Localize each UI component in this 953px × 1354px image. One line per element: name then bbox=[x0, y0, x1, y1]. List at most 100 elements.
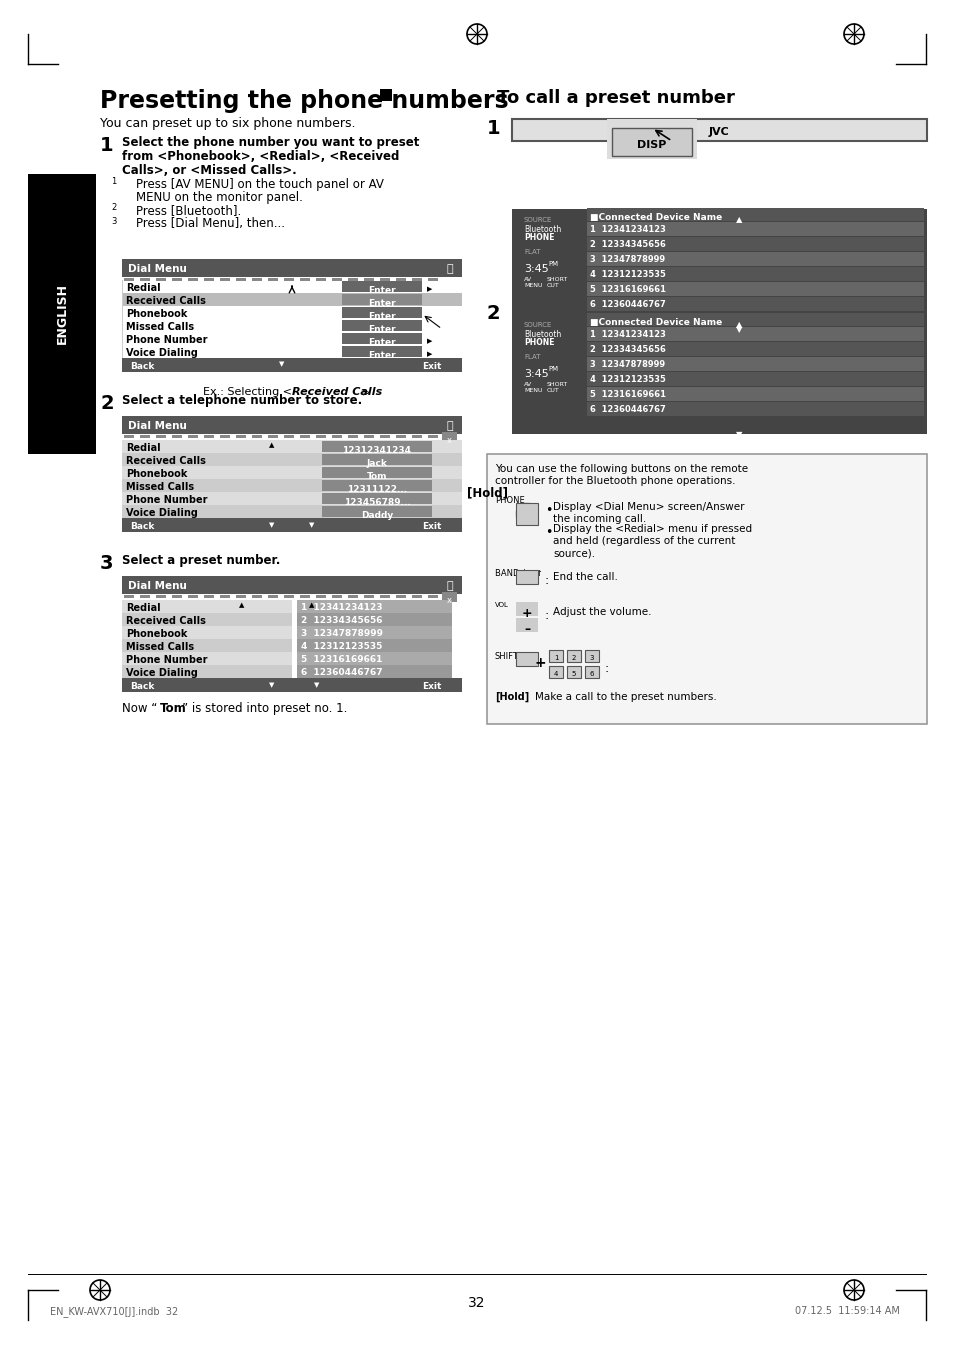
Bar bbox=[441, 592, 456, 603]
Bar bbox=[172, 278, 182, 282]
Bar bbox=[296, 665, 452, 678]
Text: 4: 4 bbox=[554, 672, 558, 677]
Text: FLAT: FLAT bbox=[523, 249, 540, 255]
Bar bbox=[284, 278, 294, 282]
Bar bbox=[188, 278, 198, 282]
Bar bbox=[364, 594, 374, 598]
Text: Enter: Enter bbox=[368, 286, 395, 295]
Text: Phone Number: Phone Number bbox=[126, 655, 208, 665]
Bar bbox=[412, 435, 421, 437]
Bar bbox=[341, 347, 421, 357]
Bar bbox=[586, 328, 923, 341]
Text: +: + bbox=[521, 607, 532, 620]
Bar bbox=[122, 345, 123, 357]
Text: ▼: ▼ bbox=[309, 523, 314, 528]
Text: 32: 32 bbox=[468, 1296, 485, 1311]
Bar bbox=[412, 594, 421, 598]
Bar bbox=[252, 435, 262, 437]
Text: 2: 2 bbox=[112, 203, 116, 213]
Text: Press [AV MENU] on the touch panel or AV: Press [AV MENU] on the touch panel or AV bbox=[136, 177, 383, 191]
Text: Redial: Redial bbox=[126, 603, 160, 613]
Bar bbox=[156, 435, 166, 437]
Bar bbox=[284, 594, 294, 598]
Text: Dial Menu: Dial Menu bbox=[128, 581, 187, 590]
Text: 5  12316169661: 5 12316169661 bbox=[301, 655, 382, 663]
Text: 3:45: 3:45 bbox=[523, 370, 548, 379]
Bar bbox=[188, 435, 198, 437]
Bar bbox=[235, 435, 246, 437]
Bar bbox=[364, 278, 374, 282]
Text: SHORT
CUT: SHORT CUT bbox=[546, 278, 568, 288]
Bar bbox=[486, 454, 926, 724]
Text: x: x bbox=[446, 596, 451, 605]
Text: 4  12312123535: 4 12312123535 bbox=[589, 269, 665, 279]
Bar bbox=[122, 357, 461, 372]
Bar bbox=[122, 306, 123, 320]
Text: ▼: ▼ bbox=[735, 431, 741, 439]
Bar bbox=[122, 492, 461, 505]
Text: To call a preset number: To call a preset number bbox=[497, 89, 734, 107]
Bar bbox=[204, 594, 213, 598]
Bar bbox=[140, 594, 150, 598]
Text: VOL: VOL bbox=[495, 603, 508, 608]
Text: Tom: Tom bbox=[160, 701, 187, 715]
Text: 1: 1 bbox=[486, 119, 500, 138]
Bar bbox=[341, 333, 421, 344]
Bar bbox=[315, 278, 326, 282]
Bar bbox=[584, 666, 598, 678]
Text: •: • bbox=[544, 525, 552, 539]
Text: :: : bbox=[544, 609, 549, 621]
Bar bbox=[124, 278, 133, 282]
Text: Received Calls: Received Calls bbox=[126, 297, 206, 306]
Bar bbox=[379, 278, 390, 282]
Bar bbox=[122, 653, 292, 665]
Text: Calls>, or <Missed Calls>.: Calls>, or <Missed Calls>. bbox=[122, 164, 296, 177]
Bar bbox=[122, 519, 461, 532]
Bar bbox=[566, 650, 580, 662]
Bar bbox=[322, 454, 432, 464]
Bar bbox=[322, 481, 432, 492]
Text: ▶: ▶ bbox=[427, 286, 432, 292]
Bar bbox=[428, 594, 437, 598]
Text: 5  12316169661: 5 12316169661 bbox=[589, 390, 665, 399]
Bar bbox=[586, 222, 923, 236]
Bar bbox=[122, 479, 461, 492]
Bar bbox=[122, 600, 292, 613]
Text: Press [Bluetooth].: Press [Bluetooth]. bbox=[136, 204, 241, 217]
Text: Daddy: Daddy bbox=[360, 510, 393, 520]
Bar bbox=[122, 280, 123, 292]
Text: Redial: Redial bbox=[126, 283, 160, 292]
Text: ▶: ▶ bbox=[427, 338, 432, 344]
Bar bbox=[299, 594, 310, 598]
Text: 3  12347878999: 3 12347878999 bbox=[301, 630, 382, 638]
Bar bbox=[584, 650, 598, 662]
Bar bbox=[299, 435, 310, 437]
Bar bbox=[122, 320, 123, 332]
Bar bbox=[348, 435, 357, 437]
Bar bbox=[516, 502, 537, 525]
Bar bbox=[188, 594, 198, 598]
Text: JVC: JVC bbox=[708, 127, 729, 137]
Bar bbox=[395, 594, 406, 598]
Text: 3: 3 bbox=[100, 554, 113, 573]
Text: Make a call to the preset numbers.: Make a call to the preset numbers. bbox=[535, 692, 716, 701]
Text: [Hold]: [Hold] bbox=[467, 486, 507, 500]
Text: Adjust the volume.: Adjust the volume. bbox=[553, 607, 651, 617]
Bar bbox=[322, 493, 432, 504]
Bar bbox=[516, 653, 537, 666]
Bar bbox=[284, 435, 294, 437]
Bar bbox=[586, 357, 923, 371]
Text: 2: 2 bbox=[100, 394, 113, 413]
Text: 1: 1 bbox=[100, 135, 113, 154]
Bar bbox=[204, 435, 213, 437]
Bar bbox=[606, 119, 697, 158]
Bar bbox=[612, 129, 691, 156]
Text: Dial Menu: Dial Menu bbox=[128, 264, 187, 274]
Text: ▼: ▼ bbox=[314, 682, 319, 688]
Bar bbox=[122, 440, 461, 454]
Bar bbox=[122, 665, 292, 678]
Bar bbox=[395, 278, 406, 282]
Bar bbox=[322, 506, 432, 517]
Bar bbox=[586, 209, 923, 221]
Bar bbox=[252, 594, 262, 598]
